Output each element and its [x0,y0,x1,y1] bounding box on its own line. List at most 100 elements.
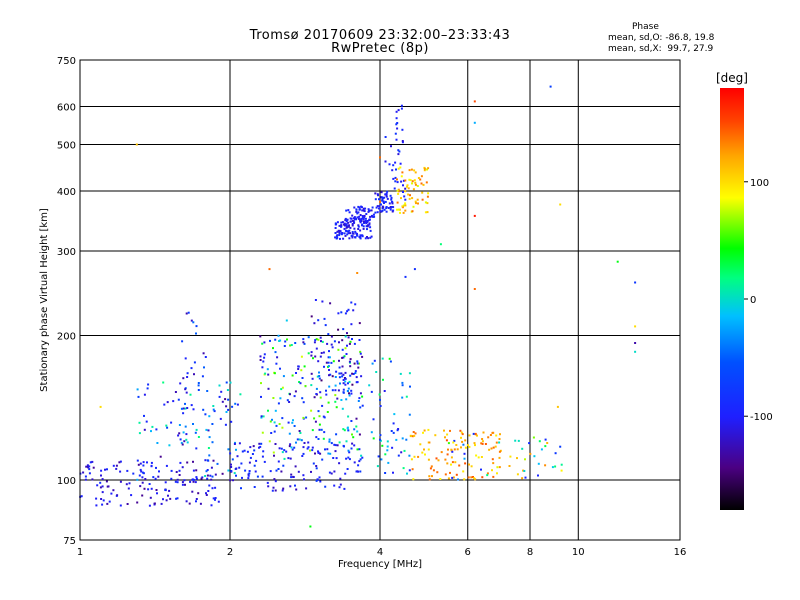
data-point [344,377,347,380]
data-point [351,214,354,217]
data-point [227,448,230,451]
colorbar [720,88,744,510]
data-point [236,403,239,406]
data-point [391,206,394,208]
data-point [301,455,304,457]
data-point [139,468,142,471]
data-point [447,448,449,451]
data-point [419,178,422,181]
data-point [401,437,404,440]
data-point [348,360,351,363]
data-point [305,487,308,490]
data-point [281,451,284,454]
data-point [119,480,122,483]
data-point [380,203,382,206]
data-point [318,428,321,431]
data-point [549,85,552,88]
data-point [194,481,197,484]
data-point [181,340,184,343]
data-point [272,451,275,454]
data-point [357,205,360,208]
data-point [349,232,351,235]
data-point [338,376,341,379]
data-point [277,334,280,337]
data-point [356,212,359,215]
data-point [498,450,501,453]
data-point [88,465,91,468]
data-point [315,387,318,390]
data-point [389,194,392,197]
data-point [498,438,501,440]
y-tick-label: 100 [57,476,76,487]
data-point [461,433,464,436]
data-point [352,232,355,235]
data-point [280,470,283,473]
data-point [326,411,329,413]
data-point [347,225,350,228]
data-point [261,431,264,434]
data-point [221,472,224,475]
data-point [402,211,405,214]
data-point [342,428,345,431]
data-point [554,465,557,468]
data-point [348,392,350,395]
data-point [496,466,499,469]
data-point [89,461,92,464]
data-point [353,227,356,230]
data-point [348,224,350,227]
data-point [340,225,342,228]
data-point [280,447,283,450]
data-point [302,446,305,449]
data-point [367,208,370,211]
data-point [358,397,361,400]
data-point [145,420,148,423]
data-point [334,232,337,234]
data-point [260,382,262,385]
data-point [211,423,214,425]
data-point [473,442,476,445]
data-point [302,416,305,419]
data-point [358,322,361,325]
data-point [159,455,162,458]
data-point [240,487,242,490]
data-point [311,449,314,452]
data-point [428,441,431,444]
data-point [155,489,158,491]
data-point [340,233,343,236]
data-point [368,209,370,212]
data-point [447,477,450,480]
data-point [409,434,412,437]
data-point [414,183,417,186]
data-point [355,217,357,220]
data-point [634,342,637,344]
data-point [337,312,340,315]
data-point [293,446,296,449]
data-point [319,391,322,394]
data-point [190,319,193,322]
data-point [476,434,478,437]
data-point [313,396,316,399]
data-point [494,445,497,448]
data-point [321,300,324,303]
data-point [294,465,297,468]
data-point [327,365,330,368]
data-point [317,319,320,322]
data-point [345,225,348,228]
data-point [165,499,168,502]
data-point [247,477,250,480]
data-point [179,382,182,385]
data-point [396,127,399,130]
data-point [312,462,315,465]
data-point [112,464,115,467]
data-point [463,478,466,481]
data-point [326,448,329,451]
data-point [118,461,121,464]
data-point [351,219,354,222]
data-point [388,163,391,166]
data-point [141,476,144,479]
data-point [290,344,293,346]
data-point [191,490,194,493]
data-point [355,470,358,473]
data-point [372,418,375,421]
data-point [345,353,348,355]
